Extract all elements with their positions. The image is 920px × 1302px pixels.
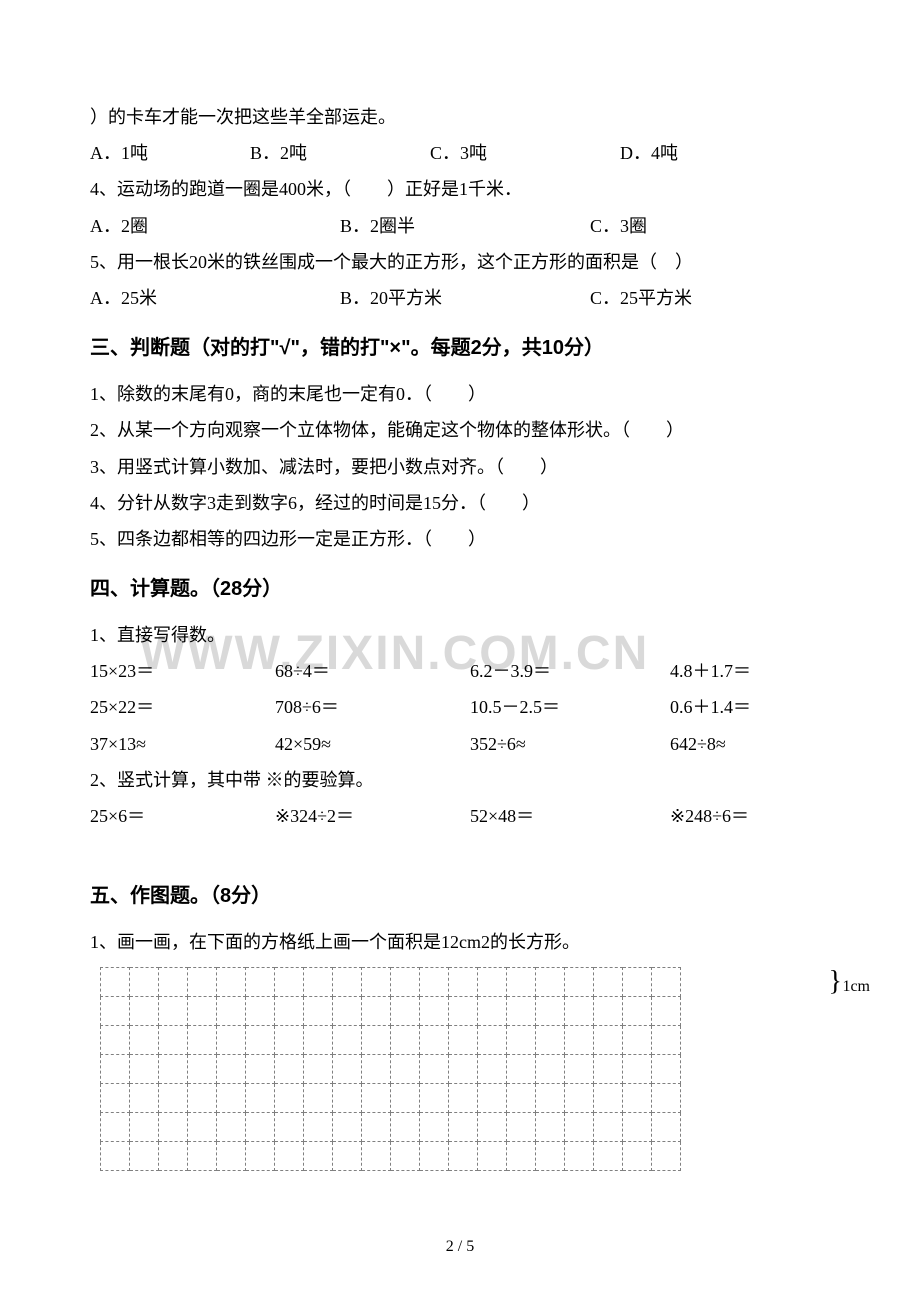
q5-stem: 5、用一根长20米的铁丝围成一个最大的正方形，这个正方形的面积是（ ） bbox=[90, 245, 830, 279]
calc-1a: 15×23＝ bbox=[90, 654, 275, 688]
calc-1c: 6.2－3.9＝ bbox=[470, 654, 670, 688]
q5-opt-b: B．20平方米 bbox=[340, 281, 590, 315]
q5-opt-c: C．25平方米 bbox=[590, 281, 740, 315]
q3-opt-d: D．4吨 bbox=[620, 136, 760, 170]
calc2-1d: ※248÷6＝ bbox=[670, 799, 820, 833]
q5-opt-a: A．25米 bbox=[90, 281, 340, 315]
q4-opt-b: B．2圈半 bbox=[340, 209, 590, 243]
calc-3c: 352÷6≈ bbox=[470, 727, 670, 761]
q4-opt-c: C．3圈 bbox=[590, 209, 740, 243]
q3-opt-c: C．3吨 bbox=[430, 136, 620, 170]
calc2-1a: 25×6＝ bbox=[90, 799, 275, 833]
calc-row-3: 37×13≈ 42×59≈ 352÷6≈ 642÷8≈ bbox=[90, 727, 830, 761]
q3-stem-continued: ）的卡车才能一次把这些羊全部运走。 bbox=[90, 100, 830, 134]
page-number: 2 / 5 bbox=[446, 1232, 474, 1262]
judge-1: 1、除数的末尾有0，商的末尾也一定有0．（ ） bbox=[90, 377, 830, 411]
draw-1: 1、画一画，在下面的方格纸上画一个面积是12cm2的长方形。 bbox=[90, 925, 830, 959]
grid-label: 1cm bbox=[842, 972, 870, 1002]
calc-row-1: 15×23＝ 68÷4＝ 6.2－3.9＝ 4.8＋1.7＝ bbox=[90, 654, 830, 688]
calc1-label: 1、直接写得数。 bbox=[90, 618, 830, 652]
judge-2: 2、从某一个方向观察一个立体物体，能确定这个物体的整体形状。（ ） bbox=[90, 413, 830, 447]
section4-title: 四、计算题。（28分） bbox=[90, 570, 830, 608]
grid bbox=[100, 967, 681, 1171]
page-content: ）的卡车才能一次把这些羊全部运走。 A．1吨 B．2吨 C．3吨 D．4吨 4、… bbox=[90, 100, 830, 1171]
q5-options: A．25米 B．20平方米 C．25平方米 bbox=[90, 281, 830, 315]
calc-3d: 642÷8≈ bbox=[670, 727, 820, 761]
calc-2c: 10.5－2.5＝ bbox=[470, 690, 670, 724]
judge-4: 4、分针从数字3走到数字6，经过的时间是15分．（ ） bbox=[90, 486, 830, 520]
judge-3: 3、用竖式计算小数加、减法时，要把小数点对齐。（ ） bbox=[90, 450, 830, 484]
section5-title: 五、作图题。（8分） bbox=[90, 877, 830, 915]
calc-2d: 0.6＋1.4＝ bbox=[670, 690, 820, 724]
q4-opt-a: A．2圈 bbox=[90, 209, 340, 243]
calc-row-2: 25×22＝ 708÷6＝ 10.5－2.5＝ 0.6＋1.4＝ bbox=[90, 690, 830, 724]
q3-opt-b: B．2吨 bbox=[250, 136, 430, 170]
judge-5: 5、四条边都相等的四边形一定是正方形．（ ） bbox=[90, 522, 830, 556]
q3-options: A．1吨 B．2吨 C．3吨 D．4吨 bbox=[90, 136, 830, 170]
q3-opt-a: A．1吨 bbox=[90, 136, 250, 170]
grid-brace-icon: } bbox=[829, 967, 842, 996]
calc2-1c: 52×48＝ bbox=[470, 799, 670, 833]
grid-container: } 1cm bbox=[100, 967, 830, 1171]
calc-1d: 4.8＋1.7＝ bbox=[670, 654, 820, 688]
q4-stem: 4、运动场的跑道一圈是400米，（ ）正好是1千米． bbox=[90, 172, 830, 206]
calc2-label: 2、竖式计算，其中带 ※的要验算。 bbox=[90, 763, 830, 797]
calc-2b: 708÷6＝ bbox=[275, 690, 470, 724]
calc2-1b: ※324÷2＝ bbox=[275, 799, 470, 833]
calc-1b: 68÷4＝ bbox=[275, 654, 470, 688]
calc-3b: 42×59≈ bbox=[275, 727, 470, 761]
calc-3a: 37×13≈ bbox=[90, 727, 275, 761]
q4-options: A．2圈 B．2圈半 C．3圈 bbox=[90, 209, 830, 243]
calc2-row-1: 25×6＝ ※324÷2＝ 52×48＝ ※248÷6＝ bbox=[90, 799, 830, 833]
calc-2a: 25×22＝ bbox=[90, 690, 275, 724]
section3-title: 三、判断题（对的打"√"，错的打"×"。每题2分，共10分） bbox=[90, 329, 830, 367]
